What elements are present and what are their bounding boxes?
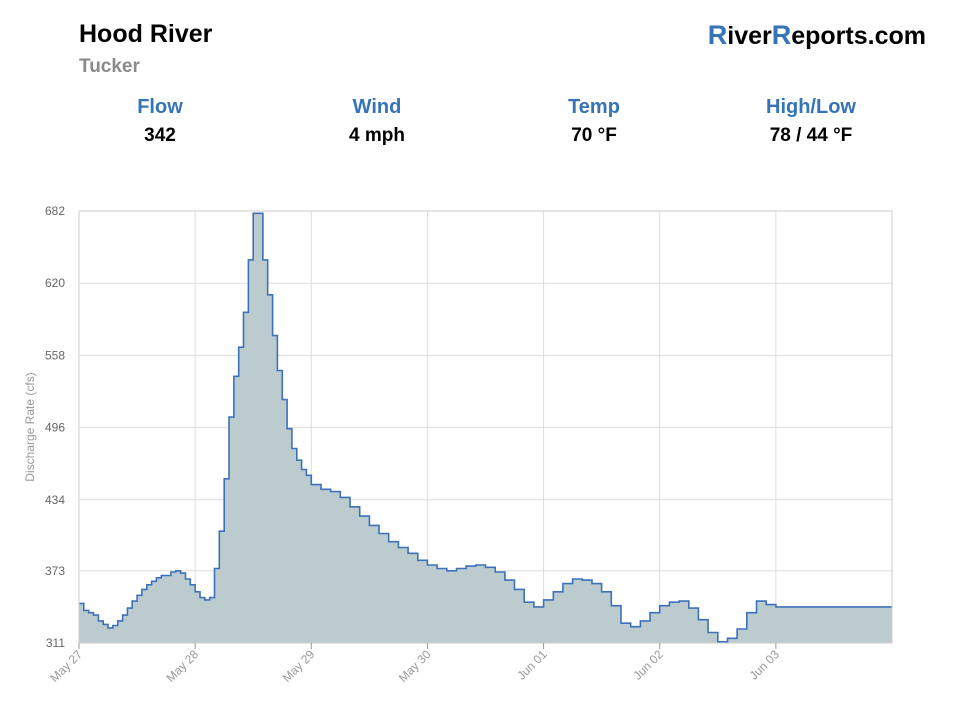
x-tick-label: Jun 02 xyxy=(630,647,666,683)
stat-temp-label: Temp xyxy=(568,96,620,118)
x-axis-ticks: May 27 May 28 May 29 May 30 Jun 01 Jun 02 Jun … xyxy=(47,643,782,685)
stat-highlow: High/Low 78 / 44 °F xyxy=(711,96,911,147)
stat-wind: Wind 4 mph xyxy=(277,96,477,147)
logo-text-iver: iver xyxy=(727,22,772,50)
y-axis-label: Discharge Rate (cfs) xyxy=(23,372,37,481)
river-name: Hood River xyxy=(79,20,213,48)
y-tick-label: 496 xyxy=(45,421,65,435)
stat-flow-label: Flow xyxy=(137,96,183,118)
y-tick-label: 620 xyxy=(45,276,65,290)
logo-initial-r2: R xyxy=(771,20,792,50)
y-tick-label: 373 xyxy=(45,564,65,578)
plot-frame xyxy=(78,210,893,644)
stat-flow-value: 342 xyxy=(144,125,176,146)
stat-wind-value: 4 mph xyxy=(349,125,405,146)
x-tick-label: May 28 xyxy=(164,647,202,685)
discharge-chart: 311 373 434 496 558 620 682 May 27 May 28 May 29… xyxy=(23,204,893,685)
x-tick-label: May 30 xyxy=(396,647,434,685)
stat-temp-value: 70 °F xyxy=(571,125,617,146)
y-axis-ticks: 311 373 434 496 558 620 682 xyxy=(45,204,65,650)
river-location: Tucker xyxy=(79,56,140,77)
y-tick-label: 682 xyxy=(45,204,65,218)
x-tick-label: May 27 xyxy=(47,647,85,685)
x-tick-label: May 29 xyxy=(280,647,318,685)
y-tick-label: 434 xyxy=(45,493,65,507)
site-logo[interactable]: RiverReports.com xyxy=(708,20,926,51)
stat-wind-label: Wind xyxy=(352,96,402,118)
y-tick-label: 558 xyxy=(45,348,65,362)
x-tick-label: Jun 03 xyxy=(747,647,783,683)
discharge-area xyxy=(79,213,892,644)
discharge-line xyxy=(79,212,892,643)
chart-grid xyxy=(78,210,892,644)
stat-flow: Flow 342 xyxy=(60,96,260,147)
logo-text-eports: eports.com xyxy=(791,22,926,50)
stat-temp: Temp 70 °F xyxy=(494,96,694,147)
stat-highlow-value: 78 / 44 °F xyxy=(769,125,853,146)
y-tick-label: 311 xyxy=(46,636,65,650)
logo-initial-r: R xyxy=(707,20,728,50)
stat-highlow-label: High/Low xyxy=(766,96,856,118)
x-tick-label: Jun 01 xyxy=(514,647,550,683)
